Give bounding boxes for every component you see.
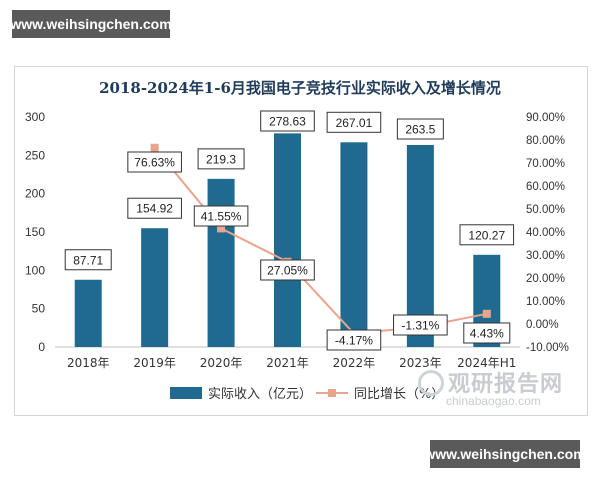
bar-value-label-box xyxy=(396,118,444,140)
left-axis-tick-label: 150 xyxy=(25,225,45,239)
line-growth-marker xyxy=(482,309,491,318)
bar-value-label: 120.27 xyxy=(468,228,505,242)
bar-revenue xyxy=(340,142,368,347)
bar-value-label: 267.01 xyxy=(336,116,373,130)
left-axis-tick-label: 0 xyxy=(38,340,45,354)
bar-value-label-box xyxy=(64,249,112,271)
x-axis-tick-label: 2022年 xyxy=(333,356,376,370)
legend-marker-growth xyxy=(328,389,336,397)
bar-value-label-box xyxy=(197,148,245,170)
legend-swatch-revenue xyxy=(170,387,202,399)
growth-value-label: 4.43% xyxy=(470,327,504,341)
bar-revenue xyxy=(74,279,102,347)
growth-value-label-box xyxy=(326,329,382,351)
watermark-bottom: www.weihsingchen.com xyxy=(424,440,586,468)
bar-value-label: 87.71 xyxy=(73,253,103,267)
x-axis-tick-label: 2021年 xyxy=(266,356,309,370)
legend-label-revenue: 实际收入（亿元） xyxy=(208,387,312,402)
line-growth-marker xyxy=(217,224,226,233)
x-axis-tick-label: 2020年 xyxy=(200,356,243,370)
x-axis-tick-label: 2019年 xyxy=(133,356,176,370)
brand-logo: 观研报告网 chinabaogao.com xyxy=(414,366,584,410)
left-axis-tick-label: 200 xyxy=(25,187,45,201)
left-axis-tick-label: 50 xyxy=(32,302,46,316)
bar-value-label-box xyxy=(260,110,315,132)
bar-revenue xyxy=(207,178,235,347)
line-growth-marker xyxy=(150,143,159,152)
growth-value-label: 41.55% xyxy=(201,210,242,224)
growth-value-label-box xyxy=(463,322,511,344)
magnifier-icon xyxy=(418,370,444,396)
right-axis-tick-label: 20.00% xyxy=(526,273,565,285)
line-growth xyxy=(153,147,487,335)
right-axis-tick-label: 30.00% xyxy=(526,250,565,262)
right-axis-tick-label: 60.00% xyxy=(526,181,565,193)
bar-value-label-box xyxy=(459,224,515,246)
bar-value-label: 219.3 xyxy=(206,152,236,166)
right-axis-tick-label: 90.00% xyxy=(526,112,565,124)
bar-value-label: 278.63 xyxy=(269,115,306,129)
bar-value-label: 154.92 xyxy=(136,202,173,216)
right-axis-tick-label: 80.00% xyxy=(526,135,565,147)
right-axis-tick-label: 40.00% xyxy=(526,227,565,239)
right-axis-tick-label: 70.00% xyxy=(526,158,565,170)
growth-value-label-box xyxy=(127,151,182,173)
logo-text-en: chinabaogao.com xyxy=(446,394,541,408)
right-axis-tick-label: -10.00% xyxy=(526,342,569,354)
right-axis-tick-label: 50.00% xyxy=(526,204,565,216)
left-axis-tick-label: 250 xyxy=(25,148,45,162)
growth-value-label-box xyxy=(393,314,448,336)
right-axis-tick-label: 10.00% xyxy=(526,296,565,308)
chart-title: 2018-2024年1-6月我国电子竞技行业实际收入及增长情况 xyxy=(99,79,501,97)
watermark-top: www.weihsingchen.com xyxy=(10,10,172,38)
x-axis-tick-label: 2024年H1 xyxy=(457,356,516,370)
growth-value-label-box xyxy=(260,259,315,281)
growth-value-label: 76.63% xyxy=(134,156,175,170)
bar-revenue xyxy=(274,133,301,347)
left-axis-tick-label: 100 xyxy=(25,263,45,277)
growth-value-label: -1.31% xyxy=(401,319,439,333)
growth-value-label: 27.05% xyxy=(267,264,308,278)
growth-value-label-box xyxy=(193,205,249,227)
growth-value-label: -4.17% xyxy=(335,334,373,348)
bar-value-label: 263.5 xyxy=(405,123,435,137)
bar-value-label-box xyxy=(326,111,382,133)
bar-revenue xyxy=(141,228,169,347)
left-axis-tick-label: 300 xyxy=(25,110,45,124)
logo-text-cn: 观研报告网 xyxy=(448,372,564,397)
x-axis-tick-label: 2023年 xyxy=(399,356,442,370)
bar-value-label-box xyxy=(127,197,182,219)
right-axis-tick-label: 0.00% xyxy=(526,319,559,331)
x-axis-tick-label: 2018年 xyxy=(67,356,110,370)
bar-revenue xyxy=(406,144,434,347)
